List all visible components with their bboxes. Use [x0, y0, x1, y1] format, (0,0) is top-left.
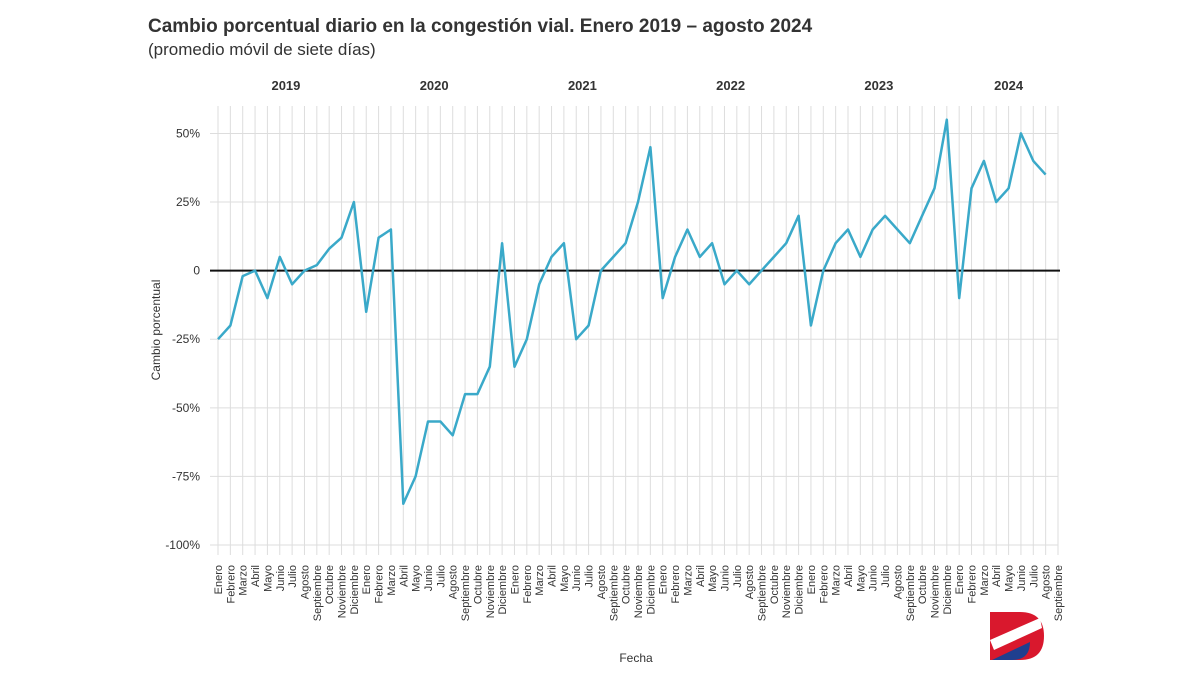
chart-subtitle: (promedio móvil de siete días)	[148, 40, 376, 59]
x-tick-label: Octubre	[324, 565, 336, 604]
x-tick-label: Diciembre	[645, 565, 657, 615]
x-tick-label: Agosto	[596, 565, 608, 599]
x-tick-label: Enero	[361, 565, 373, 594]
x-tick-label: Marzo	[682, 565, 694, 596]
x-tick-label: Abril	[991, 565, 1003, 587]
x-tick-label: Noviembre	[929, 565, 941, 618]
x-tick-label: Septiembre	[757, 565, 769, 621]
x-tick-label: Octubre	[621, 565, 633, 604]
y-axis-title: Cambio porcentual	[149, 280, 163, 381]
x-tick-label: Diciembre	[794, 565, 806, 615]
x-tick-label: Abril	[547, 565, 559, 587]
x-tick-label: Febrero	[374, 565, 386, 604]
x-tick-label: Octubre	[472, 565, 484, 604]
x-tick-label: Diciembre	[349, 565, 361, 615]
x-tick-label: Octubre	[917, 565, 929, 604]
x-tick-label: Septiembre	[905, 565, 917, 621]
x-axis-title: Fecha	[619, 651, 653, 665]
x-tick-label: Septiembre	[312, 565, 324, 621]
x-tick-label: Mayo	[707, 565, 719, 592]
x-tick-label: Agosto	[744, 565, 756, 599]
x-tick-label: Julio	[732, 565, 744, 588]
x-tick-label: Septiembre	[460, 565, 472, 621]
x-tick-label: Enero	[806, 565, 818, 594]
y-tick-label: 0	[193, 264, 200, 278]
x-tick-label: Marzo	[534, 565, 546, 596]
x-tick-label: Septiembre	[1053, 565, 1065, 621]
y-tick-label: 50%	[176, 126, 200, 140]
y-tick-label: 25%	[176, 195, 200, 209]
x-tick-label: Mayo	[559, 565, 571, 592]
x-tick-label: Mayo	[1004, 565, 1016, 592]
x-tick-label: Mayo	[855, 565, 867, 592]
data-line	[217, 118, 1047, 506]
x-tick-label: Noviembre	[337, 565, 349, 618]
x-tick-label: Noviembre	[781, 565, 793, 618]
x-tick-label: Noviembre	[633, 565, 645, 618]
x-tick-label: Febrero	[967, 565, 979, 604]
x-tick-label: Febrero	[225, 565, 237, 604]
x-tick-label: Junio	[719, 565, 731, 591]
x-tick-label: Julio	[584, 565, 596, 588]
x-tick-label: Junio	[868, 565, 880, 591]
x-tick-label: Diciembre	[497, 565, 509, 615]
x-tick-label: Junio	[275, 565, 287, 591]
x-tick-label: Mayo	[262, 565, 274, 592]
x-tick-label: Agosto	[1041, 565, 1053, 599]
year-label: 2020	[420, 78, 449, 93]
x-tick-label: Mayo	[411, 565, 423, 592]
x-tick-label: Agosto	[299, 565, 311, 599]
x-tick-label: Diciembre	[942, 565, 954, 615]
x-tick-label: Febrero	[670, 565, 682, 604]
x-tick-label: Enero	[954, 565, 966, 594]
x-tick-label: Septiembre	[608, 565, 620, 621]
x-tick-label: Febrero	[522, 565, 534, 604]
x-tick-label: Octubre	[769, 565, 781, 604]
x-tick-label: Enero	[509, 565, 521, 594]
x-tick-label: Abril	[250, 565, 262, 587]
x-tick-label: Junio	[571, 565, 583, 591]
x-tick-label: Abril	[398, 565, 410, 587]
year-label: 2019	[271, 78, 300, 93]
x-tick-label: Julio	[435, 565, 447, 588]
year-label: 2021	[568, 78, 597, 93]
x-tick-label: Abril	[843, 565, 855, 587]
y-tick-label: -50%	[172, 401, 200, 415]
y-tick-label: -100%	[165, 538, 200, 552]
x-tick-label: Agosto	[892, 565, 904, 599]
x-tick-label: Enero	[658, 565, 670, 594]
x-tick-label: Febrero	[818, 565, 830, 604]
x-tick-label: Marzo	[386, 565, 398, 596]
x-tick-label: Julio	[1028, 565, 1040, 588]
x-tick-label: Julio	[287, 565, 299, 588]
x-tick-label: Marzo	[831, 565, 843, 596]
chart-title: Cambio porcentual diario en la congestió…	[148, 16, 813, 37]
x-tick-label: Abril	[695, 565, 707, 587]
logo	[990, 612, 1044, 660]
x-tick-label: Marzo	[238, 565, 250, 596]
y-tick-label: -75%	[172, 469, 200, 483]
x-tick-label: Enero	[213, 565, 225, 594]
x-tick-label: Junio	[1016, 565, 1028, 591]
year-label: 2024	[994, 78, 1024, 93]
x-tick-label: Marzo	[979, 565, 991, 596]
x-tick-label: Noviembre	[485, 565, 497, 618]
x-tick-label: Agosto	[448, 565, 460, 599]
x-tick-label: Junio	[423, 565, 435, 591]
year-label: 2023	[864, 78, 893, 93]
year-label: 2022	[716, 78, 745, 93]
x-tick-label: Julio	[880, 565, 892, 588]
y-tick-label: -25%	[172, 332, 200, 346]
